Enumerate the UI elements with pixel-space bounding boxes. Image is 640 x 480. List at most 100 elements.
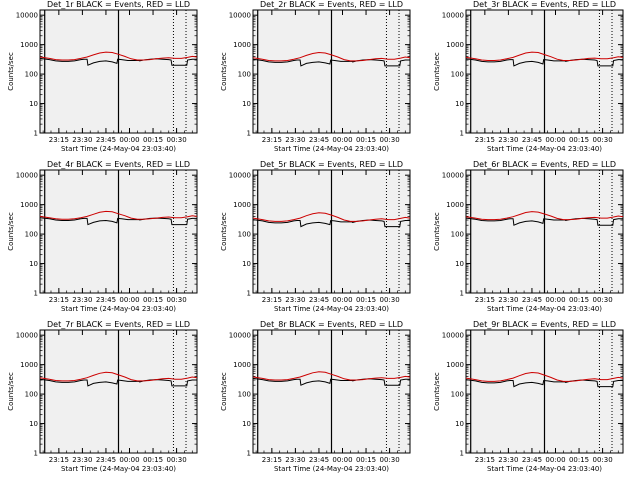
x-tick-label: 00:00 [332, 296, 352, 304]
y-axis-label: Counts/sec [433, 212, 441, 251]
y-tick-label: 1000 [233, 361, 251, 369]
y-tick-label: 100 [451, 391, 464, 399]
x-tick-label: 23:15 [262, 296, 282, 304]
x-tick-label: 23:45 [96, 456, 116, 464]
y-tick-label: 10000 [229, 332, 251, 340]
series-events-line [252, 377, 410, 386]
series-lld-line [252, 371, 411, 381]
y-tick-label: 10000 [16, 332, 38, 340]
x-tick-label: 23:45 [522, 296, 542, 304]
x-tick-label: 23:45 [96, 296, 116, 304]
x-tick-label: 23:15 [475, 296, 495, 304]
series-lld-line [252, 51, 411, 62]
x-tick-label: 00:15 [143, 136, 163, 144]
y-axis-label: Counts/sec [220, 52, 228, 91]
y-tick-label: 10000 [442, 12, 464, 20]
panel-title: Det_2r BLACK = Events, RED = LLD [260, 0, 403, 9]
x-axis-label: Start Time (24-May-04 23:03:40) [274, 145, 389, 153]
series-lld-line [465, 371, 624, 382]
x-tick-label: 23:15 [49, 456, 69, 464]
x-tick-label: 23:15 [262, 456, 282, 464]
series-events-line [465, 379, 623, 388]
series-lld-line [252, 212, 411, 222]
y-axis-label: Counts/sec [220, 372, 228, 411]
y-tick-label: 10 [455, 260, 464, 268]
detector-panel-4: Det_4r BLACK = Events, RED = LLD 1 10 100 10… [7, 160, 198, 313]
series-events-line [252, 219, 410, 228]
x-tick-label: 00:30 [592, 136, 612, 144]
x-axis-label: Start Time (24-May-04 23:03:40) [487, 465, 602, 473]
y-tick-label: 10000 [16, 12, 38, 20]
y-tick-label: 1 [247, 130, 251, 138]
y-tick-label: 1 [34, 290, 38, 298]
x-tick-label: 00:30 [592, 456, 612, 464]
x-axis-label: Start Time (24-May-04 23:03:40) [61, 145, 176, 153]
y-tick-label: 1000 [233, 41, 251, 49]
x-tick-label: 23:45 [309, 456, 329, 464]
x-tick-label: 00:30 [592, 296, 612, 304]
x-tick-label: 23:45 [96, 136, 116, 144]
x-tick-label: 00:00 [119, 136, 139, 144]
series-lld-line [39, 371, 198, 382]
y-tick-label: 1000 [20, 361, 38, 369]
x-tick-label: 00:30 [379, 136, 399, 144]
series-lld-line [465, 51, 624, 61]
x-tick-label: 23:30 [498, 136, 518, 144]
y-tick-label: 1 [460, 130, 464, 138]
panel-title: Det_7r BLACK = Events, RED = LLD [47, 320, 190, 329]
y-tick-label: 1000 [446, 201, 464, 209]
x-tick-label: 23:45 [522, 136, 542, 144]
series-events-line [39, 378, 197, 387]
x-axis-label: Start Time (24-May-04 23:03:40) [274, 305, 389, 313]
y-tick-label: 1 [34, 450, 38, 458]
x-tick-label: 00:15 [569, 296, 589, 304]
y-tick-label: 100 [25, 391, 38, 399]
x-tick-label: 23:30 [285, 296, 305, 304]
x-tick-label: 23:30 [285, 456, 305, 464]
x-tick-label: 00:30 [379, 456, 399, 464]
y-tick-label: 1 [247, 290, 251, 298]
x-tick-label: 00:00 [119, 456, 139, 464]
series-lld-line [39, 210, 198, 220]
x-tick-label: 23:30 [72, 296, 92, 304]
y-tick-label: 10 [242, 260, 251, 268]
panel-title: Det_3r BLACK = Events, RED = LLD [473, 0, 616, 9]
x-axis-label: Start Time (24-May-04 23:03:40) [61, 465, 176, 473]
y-axis-label: Counts/sec [220, 212, 228, 251]
y-tick-label: 10 [29, 260, 38, 268]
y-tick-label: 1 [34, 130, 38, 138]
y-axis-label: Counts/sec [433, 372, 441, 411]
x-tick-label: 23:30 [72, 456, 92, 464]
x-tick-label: 23:30 [285, 136, 305, 144]
x-tick-label: 23:15 [49, 296, 69, 304]
x-tick-label: 23:30 [498, 456, 518, 464]
x-tick-label: 00:15 [356, 136, 376, 144]
y-tick-label: 100 [451, 231, 464, 239]
detector-panel-6: Det_6r BLACK = Events, RED = LLD 1 10 100 10… [433, 160, 624, 313]
x-tick-label: 00:15 [569, 456, 589, 464]
y-tick-label: 1000 [233, 201, 251, 209]
panel-title: Det_6r BLACK = Events, RED = LLD [473, 160, 616, 169]
x-tick-label: 00:15 [143, 296, 163, 304]
x-axis-label: Start Time (24-May-04 23:03:40) [487, 305, 602, 313]
x-tick-label: 23:45 [522, 456, 542, 464]
x-tick-label: 00:15 [569, 136, 589, 144]
series-lld-line [39, 51, 198, 61]
panel-title: Det_4r BLACK = Events, RED = LLD [47, 160, 190, 169]
panel-title: Det_5r BLACK = Events, RED = LLD [260, 160, 403, 169]
y-tick-label: 100 [238, 231, 251, 239]
x-tick-label: 23:15 [475, 136, 495, 144]
y-axis-label: Counts/sec [7, 372, 15, 411]
y-tick-label: 100 [25, 71, 38, 79]
y-tick-label: 10000 [442, 332, 464, 340]
y-tick-label: 1000 [446, 41, 464, 49]
y-tick-label: 10000 [229, 12, 251, 20]
detector-panel-2: Det_2r BLACK = Events, RED = LLD 1 10 100 10… [220, 0, 411, 153]
x-tick-label: 00:30 [379, 296, 399, 304]
y-axis-label: Counts/sec [7, 212, 15, 251]
y-tick-label: 1 [460, 290, 464, 298]
x-tick-label: 23:30 [72, 136, 92, 144]
x-tick-label: 00:00 [545, 136, 565, 144]
x-tick-label: 00:00 [332, 456, 352, 464]
